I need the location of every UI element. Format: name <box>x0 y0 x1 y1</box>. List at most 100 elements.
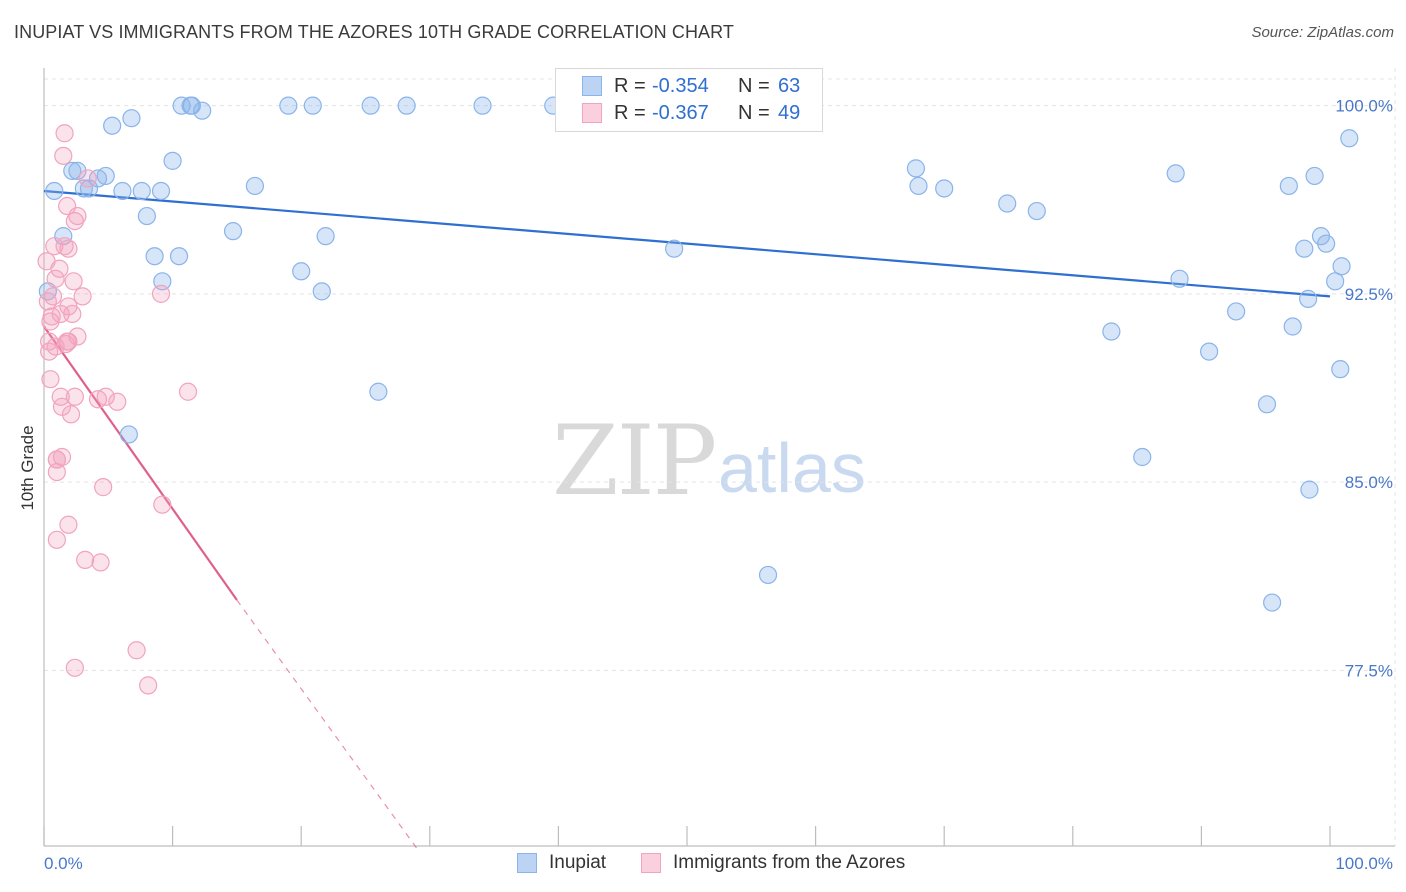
point-inupiat <box>193 101 212 120</box>
trend-line-azores-extension <box>236 599 418 849</box>
bottom-legend-label-inupiat: Inupiat <box>549 852 607 873</box>
legend-swatch-azores <box>582 103 602 123</box>
point-inupiat <box>316 227 335 246</box>
point-inupiat <box>96 166 115 186</box>
y-tick-label: 100.0% <box>1335 97 1393 116</box>
x-tick-label-min: 0.0% <box>44 854 83 873</box>
point-inupiat <box>1102 322 1121 341</box>
point-inupiat <box>1299 289 1318 308</box>
point-inupiat <box>63 161 82 180</box>
point-azores <box>65 658 84 677</box>
point-azores <box>55 124 74 143</box>
point-inupiat <box>1166 164 1185 183</box>
axes <box>43 68 1395 847</box>
stats-legend: R = -0.354 N = 63 R = -0.367 N = 49 <box>555 68 823 132</box>
bottom-legend-label-azores: Immigrants from the Azores <box>673 852 906 873</box>
legend-n-value: 63 <box>778 74 801 97</box>
point-azores <box>153 495 172 514</box>
point-azores <box>68 327 87 346</box>
point-azores <box>73 287 92 306</box>
point-inupiat <box>473 96 492 115</box>
y-tick-label: 85.0% <box>1345 473 1393 492</box>
legend-r-value: -0.367 <box>652 101 709 124</box>
point-inupiat <box>163 151 182 170</box>
point-inupiat <box>132 181 151 201</box>
point-inupiat <box>145 247 164 266</box>
point-azores <box>91 553 110 572</box>
point-inupiat <box>1263 593 1282 612</box>
trend-lines <box>43 189 1331 849</box>
legend-n-label: N = <box>738 74 770 97</box>
point-inupiat <box>758 565 778 585</box>
point-inupiat <box>361 96 380 115</box>
point-inupiat <box>279 96 298 115</box>
legend-row-azores: R = -0.367 N = 49 <box>556 100 800 126</box>
point-azores <box>61 405 81 424</box>
point-inupiat <box>1332 257 1351 276</box>
point-azores <box>65 211 84 231</box>
point-inupiat <box>1133 447 1152 467</box>
bottom-legend: Inupiat Immigrants from the Azores <box>0 852 1406 878</box>
point-azores <box>139 676 158 695</box>
point-azores <box>151 284 171 303</box>
point-inupiat <box>1279 176 1298 196</box>
data-points <box>37 96 1359 695</box>
bottom-legend-swatch-azores <box>641 853 661 873</box>
point-azores <box>78 169 97 188</box>
point-azores <box>38 292 57 311</box>
legend-r-label: R = <box>614 101 646 124</box>
point-inupiat <box>122 109 141 128</box>
point-inupiat <box>1257 395 1277 414</box>
x-tick-label-max: 100.0% <box>1335 854 1393 873</box>
point-inupiat <box>909 176 928 196</box>
point-inupiat <box>223 222 243 241</box>
point-inupiat <box>151 181 171 201</box>
point-inupiat <box>169 247 189 266</box>
y-tick-label: 92.5% <box>1345 285 1393 304</box>
point-azores <box>45 237 64 256</box>
point-inupiat <box>1317 234 1336 253</box>
watermark-zip: ZIP <box>552 405 717 517</box>
point-inupiat <box>68 161 87 180</box>
point-azores <box>59 239 78 258</box>
point-inupiat <box>1027 201 1046 221</box>
trend-line-azores <box>43 325 238 601</box>
point-inupiat <box>397 96 416 115</box>
point-azores <box>41 370 60 389</box>
point-inupiat <box>1305 166 1324 186</box>
point-inupiat <box>113 181 132 201</box>
legend-n-value: 49 <box>778 101 801 124</box>
point-inupiat <box>245 176 265 196</box>
point-inupiat <box>1326 272 1345 291</box>
legend-r-label: R = <box>614 74 646 97</box>
point-inupiat <box>1170 269 1189 288</box>
point-inupiat <box>74 179 93 198</box>
point-inupiat <box>1340 129 1359 148</box>
point-inupiat <box>103 116 122 135</box>
point-inupiat <box>119 425 138 444</box>
point-inupiat <box>906 159 926 178</box>
point-azores <box>50 259 69 278</box>
point-azores <box>59 332 78 351</box>
point-azores <box>127 641 146 660</box>
point-azores <box>52 447 72 467</box>
point-azores <box>96 387 115 406</box>
point-inupiat <box>369 382 388 401</box>
legend-swatch-inupiat <box>582 76 602 96</box>
point-inupiat <box>45 181 64 201</box>
y-tick-label: 77.5% <box>1345 661 1393 680</box>
point-inupiat <box>1283 317 1302 336</box>
point-inupiat <box>1227 302 1246 321</box>
bottom-legend-azores: Immigrants from the Azores <box>641 852 905 874</box>
bottom-legend-swatch-inupiat <box>517 853 537 873</box>
point-azores <box>64 272 83 291</box>
point-azores <box>65 387 84 406</box>
point-azores <box>54 146 73 165</box>
point-azores <box>178 382 198 401</box>
point-azores <box>46 269 65 288</box>
point-inupiat <box>1295 239 1314 258</box>
watermark-atlas: atlas <box>718 429 866 507</box>
point-azores <box>76 550 95 569</box>
point-inupiat <box>1200 342 1219 361</box>
point-inupiat <box>935 179 954 198</box>
